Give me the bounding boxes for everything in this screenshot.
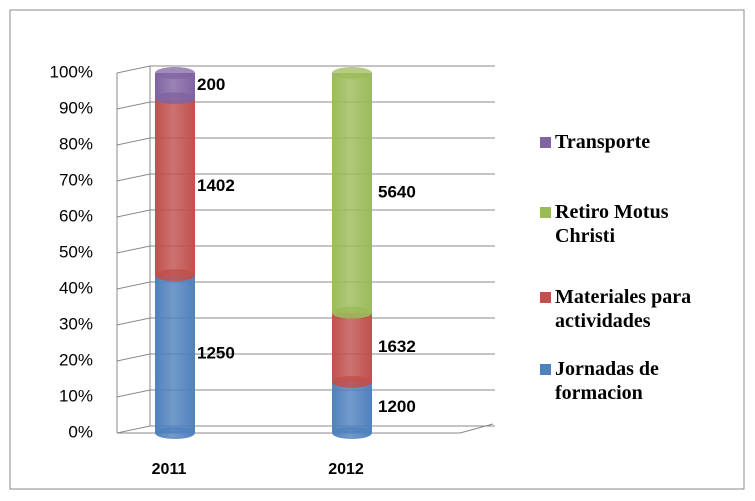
legend-label: Jornadas de formacion: [555, 358, 659, 404]
legend-entry: Retiro Motus Christi: [540, 200, 715, 248]
bar-top: [155, 67, 195, 79]
bar-segment: [155, 275, 195, 439]
data-label: 200: [197, 75, 225, 94]
y-tick-label: 20%: [59, 350, 93, 369]
y-tick-label: 90%: [59, 98, 93, 117]
legend-label: Retiro Motus Christi: [555, 201, 669, 247]
x-tick-label: 2012: [328, 461, 364, 478]
grid-line: [116, 137, 495, 146]
grid-line: [116, 317, 495, 326]
legend-swatch: [540, 292, 551, 303]
y-tick-label: 30%: [59, 314, 93, 333]
data-label: 1632: [378, 337, 416, 356]
data-label: 1402: [197, 176, 235, 195]
grid-line: [116, 173, 495, 182]
bar-segment: [332, 73, 372, 319]
chart-border: [9, 9, 745, 490]
y-tick-label: 60%: [59, 206, 93, 225]
bar-segment: [332, 312, 372, 389]
y-tick-label: 10%: [59, 386, 93, 405]
legend-swatch: [540, 207, 551, 218]
x-tick-label: 2011: [152, 461, 187, 478]
bar-top: [332, 67, 372, 79]
y-tick-label: 0%: [68, 422, 93, 441]
legend-label: Transporte: [555, 131, 651, 153]
data-label: 1200: [378, 397, 416, 416]
data-label: 1250: [197, 344, 235, 363]
legend-entry: Materiales para actividades: [540, 285, 715, 333]
grid-line: [116, 101, 495, 110]
grid-line: [116, 281, 495, 290]
grid-line: [116, 245, 495, 254]
y-tick-label: 80%: [59, 134, 93, 153]
legend-swatch: [540, 364, 551, 375]
legend-label: Materiales para actividades: [555, 286, 692, 332]
legend-entry: Transporte: [540, 130, 715, 154]
bar-segment: [155, 98, 195, 282]
grid-line: [116, 389, 495, 398]
legend-entry: Jornadas de formacion: [540, 357, 715, 405]
grid-line: [116, 425, 495, 434]
legend-swatch: [540, 137, 551, 148]
floor: [117, 423, 494, 434]
y-tick-label: 70%: [59, 170, 93, 189]
bar-segment: [332, 382, 372, 439]
grid-line: [116, 65, 495, 74]
grid-line: [116, 353, 495, 362]
grid-line: [116, 209, 495, 218]
y-tick-label: 100%: [50, 62, 93, 81]
data-label: 5640: [378, 182, 416, 201]
y-tick-label: 50%: [59, 242, 93, 261]
y-tick-label: 40%: [59, 278, 93, 297]
